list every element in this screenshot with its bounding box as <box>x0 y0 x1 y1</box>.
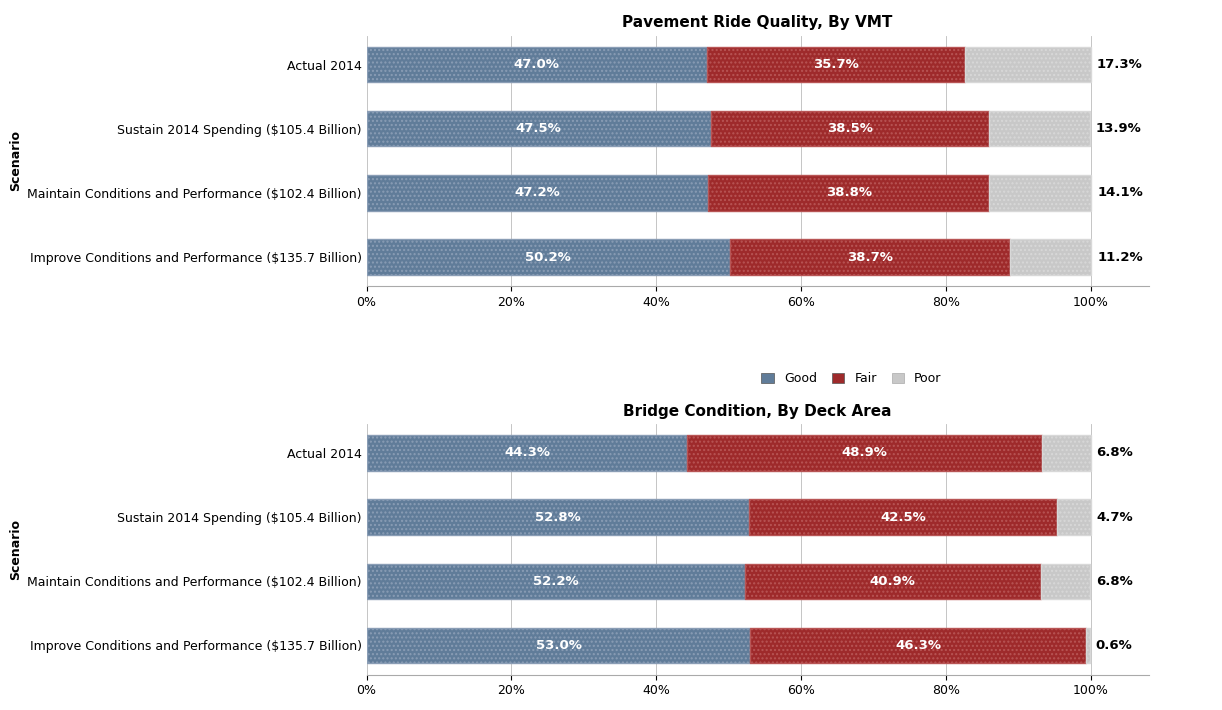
Bar <box>744 564 1041 599</box>
Text: 6.8%: 6.8% <box>1096 447 1133 459</box>
Text: 47.5%: 47.5% <box>516 122 561 135</box>
Bar <box>367 47 708 82</box>
Bar <box>367 499 749 535</box>
Text: 40.9%: 40.9% <box>870 575 915 588</box>
Text: 35.7%: 35.7% <box>814 58 859 71</box>
Bar <box>367 111 710 146</box>
Bar <box>367 175 709 211</box>
Bar <box>1041 435 1091 471</box>
Text: 17.3%: 17.3% <box>1096 58 1143 71</box>
Text: 52.2%: 52.2% <box>533 575 578 588</box>
Title: Pavement Ride Quality, By VMT: Pavement Ride Quality, By VMT <box>622 15 893 30</box>
Y-axis label: Scenario: Scenario <box>9 131 22 191</box>
Bar <box>708 47 965 82</box>
Bar <box>1085 628 1090 663</box>
Bar <box>749 499 1057 535</box>
Text: 11.2%: 11.2% <box>1097 251 1143 263</box>
Bar <box>367 628 750 663</box>
Text: 52.8%: 52.8% <box>535 510 580 523</box>
Bar <box>965 47 1091 82</box>
Bar <box>1041 564 1090 599</box>
Text: 50.2%: 50.2% <box>525 251 571 263</box>
Text: 48.9%: 48.9% <box>842 447 887 459</box>
Bar <box>709 175 990 211</box>
Text: 4.7%: 4.7% <box>1096 510 1133 523</box>
Text: 44.3%: 44.3% <box>503 447 550 459</box>
Text: 53.0%: 53.0% <box>535 639 582 652</box>
Text: 42.5%: 42.5% <box>880 510 926 523</box>
Bar <box>710 111 990 146</box>
Bar <box>990 175 1091 211</box>
Text: 13.9%: 13.9% <box>1096 122 1141 135</box>
Bar <box>990 111 1090 146</box>
Bar <box>730 239 1011 275</box>
Y-axis label: Scenario: Scenario <box>9 519 22 579</box>
Bar <box>367 564 744 599</box>
Text: 6.8%: 6.8% <box>1096 575 1133 588</box>
Text: 0.6%: 0.6% <box>1096 639 1133 652</box>
Bar <box>750 628 1085 663</box>
Bar <box>367 435 688 471</box>
Bar <box>367 239 730 275</box>
Text: 46.3%: 46.3% <box>895 639 941 652</box>
Bar <box>1057 499 1091 535</box>
Bar <box>688 435 1041 471</box>
Text: 38.5%: 38.5% <box>827 122 873 135</box>
Title: Bridge Condition, By Deck Area: Bridge Condition, By Deck Area <box>623 403 892 419</box>
Text: 47.0%: 47.0% <box>513 58 560 71</box>
Text: 47.2%: 47.2% <box>514 187 561 200</box>
Bar <box>1011 239 1091 275</box>
Text: 38.7%: 38.7% <box>847 251 893 263</box>
Text: 14.1%: 14.1% <box>1097 187 1143 200</box>
Legend: Good, Fair, Poor: Good, Fair, Poor <box>761 372 942 385</box>
Text: 38.8%: 38.8% <box>826 187 871 200</box>
